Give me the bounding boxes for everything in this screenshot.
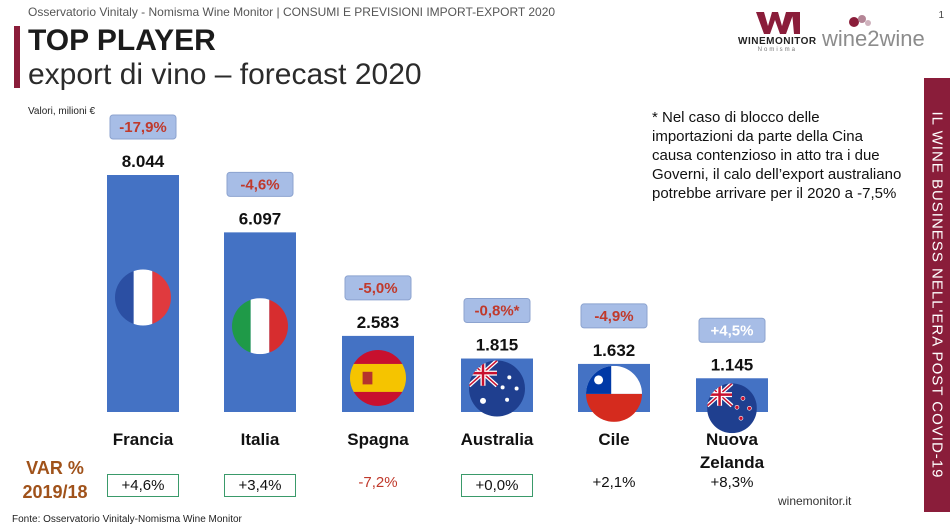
page-subtitle: export di vino – forecast 2020 bbox=[28, 58, 422, 91]
var-value: +8,3% bbox=[710, 474, 754, 491]
winemonitor-mark-icon bbox=[756, 12, 800, 34]
title-accent-bar bbox=[14, 26, 20, 88]
page-number: 1 bbox=[938, 10, 944, 21]
category-label: Spagna bbox=[347, 430, 409, 449]
winemonitor-logo-text: WINEMONITOR Nomisma bbox=[738, 36, 817, 53]
wine2wine-logo: wine2wine bbox=[822, 12, 925, 52]
forecast-change-label: -5,0% bbox=[358, 280, 397, 297]
page-title: TOP PLAYER bbox=[28, 24, 216, 57]
flag-france-icon bbox=[115, 269, 171, 326]
category-label: Italia bbox=[241, 430, 280, 449]
forecast-change-label: -4,9% bbox=[594, 308, 633, 325]
forecast-change-box bbox=[344, 275, 412, 301]
category-label: Francia bbox=[113, 430, 174, 449]
header-source-line: Osservatorio Vinitaly - Nomisma Wine Mon… bbox=[28, 5, 556, 19]
wine2wine-logo-text: wine2wine bbox=[822, 26, 925, 51]
flag-australia-icon bbox=[469, 360, 525, 417]
var-value: +4,6% bbox=[107, 474, 179, 497]
value-label: 6.097 bbox=[239, 209, 282, 228]
category-label: Nuova bbox=[706, 430, 759, 449]
value-label: 1.632 bbox=[593, 341, 636, 360]
value-label: 1.145 bbox=[711, 355, 754, 374]
side-banner: IL WINE BUSINESS NELL'ERA POST COVID-19 bbox=[924, 78, 950, 512]
var-value: +2,1% bbox=[592, 474, 636, 491]
flag-spain-icon bbox=[350, 349, 406, 406]
var-value: +0,0% bbox=[461, 474, 533, 497]
forecast-change-box bbox=[463, 298, 531, 324]
source-note: Fonte: Osservatorio Vinitaly-Nomisma Win… bbox=[12, 514, 242, 525]
category-label: Zelanda bbox=[700, 453, 765, 472]
wine2wine-dots-icon bbox=[849, 15, 871, 27]
category-label: Australia bbox=[461, 430, 534, 449]
forecast-change-label: -17,9% bbox=[119, 119, 167, 136]
category-label: Cile bbox=[598, 430, 629, 449]
value-label: 2.583 bbox=[357, 313, 400, 332]
flag-new-zealand-icon bbox=[707, 383, 757, 434]
flag-italy-icon bbox=[232, 298, 288, 355]
flag-chile-icon bbox=[586, 365, 642, 422]
value-label: 1.815 bbox=[476, 336, 519, 355]
forecast-change-box bbox=[698, 317, 766, 343]
winemonitor-logo: WINEMONITOR Nomisma bbox=[738, 12, 818, 53]
forecast-change-box bbox=[226, 171, 294, 197]
var-value: -7,2% bbox=[358, 474, 398, 491]
forecast-change-box bbox=[109, 114, 177, 140]
forecast-change-label: +4,5% bbox=[711, 322, 754, 339]
forecast-change-label: -0,8%* bbox=[474, 303, 519, 320]
footnote-australia: * Nel caso di blocco delle importazioni … bbox=[652, 109, 902, 202]
var-label: VAR % 2019/18 bbox=[22, 458, 88, 502]
forecast-change-label: -4,6% bbox=[240, 176, 279, 193]
var-value: +3,4% bbox=[224, 474, 296, 497]
values-unit-note: Valori, milioni € bbox=[28, 106, 96, 117]
forecast-change-box bbox=[580, 303, 648, 329]
value-label: 8.044 bbox=[122, 152, 165, 171]
website-link[interactable]: winemonitor.it bbox=[778, 494, 852, 508]
